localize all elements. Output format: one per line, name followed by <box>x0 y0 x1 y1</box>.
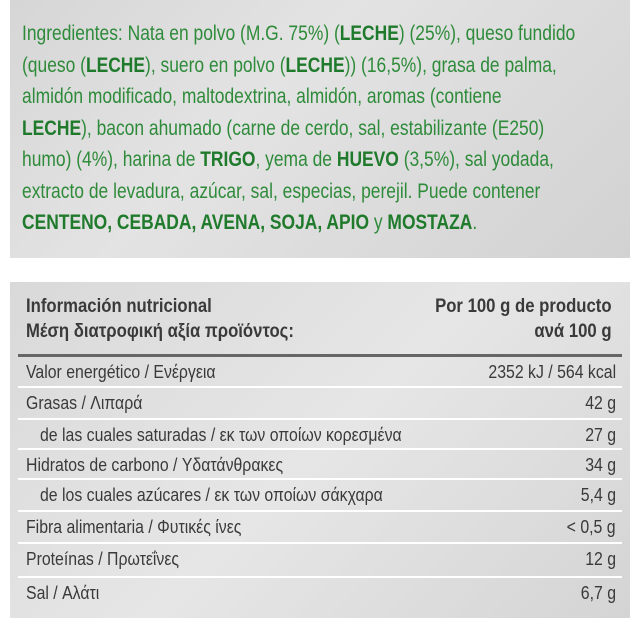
allergen: LECHE <box>285 53 345 77</box>
nutrition-table: Información nutricional Μέση διατροφική α… <box>10 282 630 618</box>
ingredients-panel: Ingredientes: Nata en polvo (M.G. 75%) (… <box>10 0 630 258</box>
ingredients-text: Ingredientes: Nata en polvo (M.G. 75%) (… <box>22 18 620 239</box>
ingredient-line: extracto de levadura, azúcar, sal, espec… <box>22 176 620 208</box>
ingredient-text: (3,5%), sal yodada, <box>398 148 554 171</box>
ingredient-text: (queso ( <box>22 53 86 77</box>
table-row: Grasas / Λιπαρά 42 g <box>18 386 622 418</box>
allergen: MOSTAZA <box>387 211 473 234</box>
ingredient-line: humo) (4%), harina de TRIGO, yema de HUE… <box>22 144 620 176</box>
ingredient-text: y <box>369 211 388 234</box>
ingredient-text: extracto de levadura, azúcar, sal, espec… <box>22 179 541 203</box>
table-row: Valor energético / Ενέργεια 2352 kJ / 564… <box>18 354 622 387</box>
header-left: Información nutricional Μέση διατροφική α… <box>26 294 294 344</box>
row-label: Grasas / Λιπαρά <box>26 393 143 413</box>
row-label: Valor energético / Ενέργεια <box>26 362 216 382</box>
table-row: Hidratos de carbono / Υδατάνθρακες 34 g <box>18 448 622 480</box>
row-value: < 0,5 g <box>567 517 616 537</box>
row-value: 27 g <box>585 425 616 445</box>
row-value: 5,4 g <box>580 485 616 505</box>
row-value: 34 g <box>585 455 616 475</box>
row-label: Sal / Αλάτι <box>26 583 100 603</box>
ingredient-text: )) (16,5%), grasa de palma, <box>344 53 557 77</box>
allergen: TRIGO <box>200 148 256 171</box>
row-label: Proteínas / Πρωτεΐνες <box>26 549 180 569</box>
allergen: LECHE <box>339 22 399 45</box>
table-row: Sal / Αλάτι 6,7 g <box>18 576 622 608</box>
header-right: Por 100 g de producto ανά 100 g <box>435 294 612 344</box>
allergen: LECHE <box>22 116 82 140</box>
table-row: de los cuales azúcares / εκ των οποίων σ… <box>18 478 622 510</box>
ingredient-line: CENTENO, CEBADA, AVENA, SOJA, APIO y MOS… <box>22 207 620 239</box>
ingredient-line: LECHE), bacon ahumado (carne de cerdo, s… <box>22 113 620 145</box>
ingredient-line: (queso (LECHE), suero en polvo (LECHE)) … <box>22 50 620 82</box>
row-value: 2352 kJ / 564 kcal <box>488 362 616 382</box>
ingredient-text: ), bacon ahumado (carne de cerdo, sal, e… <box>81 116 545 140</box>
allergen: CENTENO, CEBADA, AVENA, SOJA, APIO <box>22 211 370 234</box>
ingredient-text: . <box>472 211 478 234</box>
header-text: ανά 100 g <box>534 321 612 342</box>
row-value: 42 g <box>585 393 616 413</box>
ingredient-line: Ingredientes: Nata en polvo (M.G. 75%) (… <box>22 18 620 50</box>
table-row: Proteínas / Πρωτεΐνες 12 g <box>18 542 622 574</box>
ingredient-text: ), suero en polvo ( <box>145 53 286 77</box>
allergen: LECHE <box>85 53 146 77</box>
ingredient-text: ) (25%), queso fundido <box>398 22 576 45</box>
ingredient-text: almidón modificado, maltodextrina, almid… <box>22 85 502 108</box>
ingredient-text: humo) (4%), harina de <box>22 148 201 171</box>
row-label: Hidratos de carbono / Υδατάνθρακες <box>26 455 284 475</box>
table-row: Fibra alimentaria / Φυτικές ίνες < 0,5 g <box>18 510 622 542</box>
ingredient-text: Ingredientes: Nata en polvo (M.G. 75%) ( <box>22 22 340 45</box>
ingredient-line: almidón modificado, maltodextrina, almid… <box>22 81 620 113</box>
row-label: de los cuales azúcares / εκ των οποίων σ… <box>40 485 383 505</box>
ingredient-text: , yema de <box>255 148 337 171</box>
header-text: Información nutricional <box>26 296 212 317</box>
row-label: Fibra alimentaria / Φυτικές ίνες <box>26 517 242 537</box>
row-label: de las cuales saturadas / εκ των οποίων … <box>40 425 402 445</box>
allergen: HUEVO <box>336 148 399 171</box>
row-value: 12 g <box>585 549 616 569</box>
header-text: Μέση διατροφική αξία προϊόντος: <box>26 321 294 342</box>
row-value: 6,7 g <box>580 583 616 603</box>
header-text: Por 100 g de producto <box>435 296 612 317</box>
table-row: de las cuales saturadas / εκ των οποίων … <box>18 418 622 450</box>
